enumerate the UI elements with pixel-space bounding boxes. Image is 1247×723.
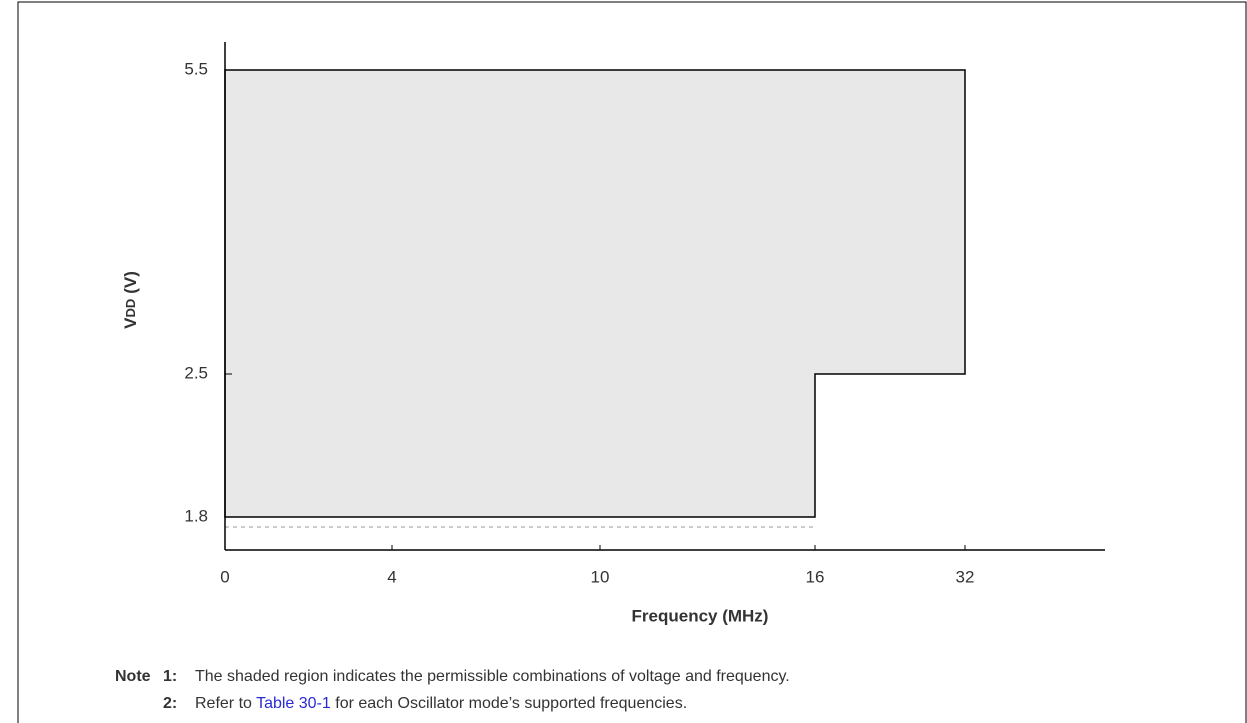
note-number: 2:: [163, 695, 177, 712]
note-heading: Note: [115, 668, 151, 685]
y-label-sub: DD: [123, 299, 138, 318]
x-tick-label: 16: [806, 567, 825, 586]
y-tick-label: 5.5: [184, 59, 208, 78]
x-tick-label: 10: [591, 567, 610, 586]
note-text: The shaded region indicates the permissi…: [195, 668, 790, 685]
y-axis-label: VDD (V): [121, 271, 140, 329]
note-text-part: for each Oscillator mode’s supported fre…: [335, 695, 687, 712]
y-label-main: V: [121, 317, 140, 329]
permissible-region: [224, 69, 966, 518]
x-axis-label: Frequency (MHz): [632, 606, 769, 625]
x-tick-label: 4: [387, 567, 396, 586]
y-tick-label: 1.8: [184, 506, 208, 525]
y-label-unit: (V): [121, 271, 140, 294]
x-tick-label: 0: [220, 567, 229, 586]
frame: [17, 1, 1247, 723]
note-number: 1:: [163, 668, 177, 685]
note-text: Refer to Table 30-1 for each Oscillator …: [195, 695, 687, 712]
note-text-part: Refer to: [195, 695, 252, 712]
table-link[interactable]: Table 30-1: [256, 695, 331, 712]
y-tick-label: 2.5: [184, 363, 208, 382]
x-tick-label: 32: [956, 567, 975, 586]
plot: 1.8 2.5 5.5 0 4 10 16 32: [184, 42, 1105, 586]
